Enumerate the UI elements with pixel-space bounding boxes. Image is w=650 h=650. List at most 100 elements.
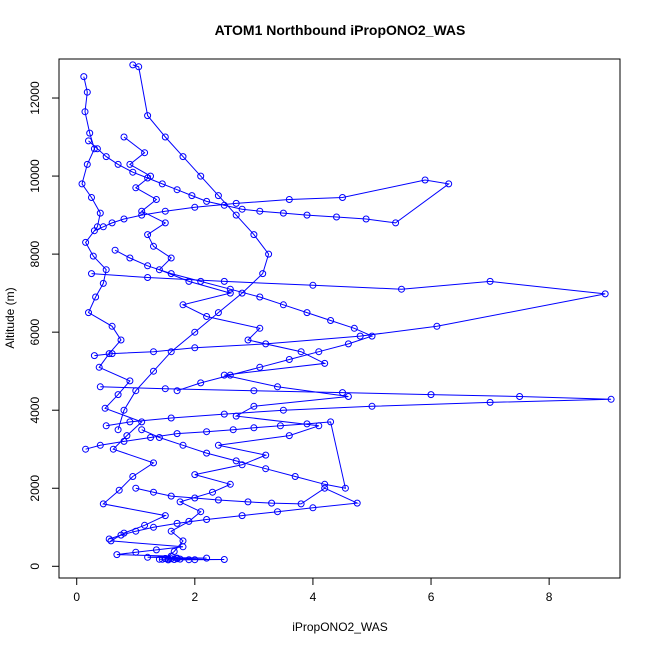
data-point: [109, 445, 117, 453]
data-point: [197, 379, 205, 387]
data-point: [232, 457, 240, 465]
data-point: [83, 160, 91, 168]
data-point: [256, 324, 264, 332]
data-point: [85, 309, 92, 317]
data-point: [170, 548, 178, 555]
plot-frame: [58, 58, 621, 579]
data-point: [220, 556, 228, 563]
data-point: [80, 73, 88, 81]
data-point: [486, 277, 494, 285]
data-point: [102, 153, 110, 161]
data-point: [117, 531, 125, 539]
y-tick-label: 8000: [28, 240, 42, 267]
data-point: [274, 383, 281, 391]
data-point: [167, 254, 175, 262]
data-point: [129, 168, 137, 176]
data-point: [132, 527, 140, 535]
data-point: [132, 484, 140, 492]
x-axis-label: iPropONO2_WAS: [292, 620, 388, 634]
data-point: [279, 209, 287, 217]
data-point: [144, 553, 152, 561]
data-point: [161, 133, 169, 141]
series-line-5: [100, 386, 612, 427]
data-point: [176, 555, 184, 563]
data-point: [167, 527, 175, 535]
data-point: [262, 465, 270, 473]
data-point: [120, 406, 128, 414]
data-point: [161, 207, 169, 215]
data-point: [88, 194, 95, 201]
data-point: [244, 498, 252, 506]
data-point: [274, 508, 281, 516]
y-tick-label: 4000: [28, 397, 42, 424]
data-point: [150, 242, 157, 250]
data-point: [138, 207, 146, 215]
data-point: [101, 404, 109, 412]
data-point: [309, 504, 317, 512]
data-point: [96, 209, 104, 217]
data-point: [601, 290, 609, 298]
data-point: [297, 500, 305, 508]
data-point: [368, 332, 376, 340]
data-point: [173, 554, 181, 562]
x-tick-label: 4: [310, 590, 317, 604]
data-point: [203, 449, 211, 457]
data-point: [256, 207, 264, 215]
data-point: [226, 289, 234, 297]
data-point: [108, 219, 116, 227]
data-point: [167, 348, 175, 356]
data-point: [123, 432, 131, 440]
data-point: [279, 406, 287, 414]
data-point: [197, 508, 205, 516]
data-point: [362, 215, 370, 223]
data-point: [176, 498, 184, 506]
data-point: [226, 371, 234, 379]
data-point: [90, 352, 98, 360]
data-point: [93, 145, 101, 153]
data-point: [191, 471, 199, 479]
data-point: [89, 252, 97, 260]
x-tick-label: 6: [428, 590, 435, 604]
data-point: [321, 359, 329, 367]
y-tick-label: 0: [28, 563, 42, 570]
data-point: [276, 422, 284, 430]
data-point: [152, 196, 160, 203]
data-point: [341, 484, 349, 492]
data-point: [132, 548, 140, 556]
data-point: [353, 499, 361, 507]
y-tick-label: 12000: [28, 81, 42, 115]
data-point: [392, 219, 400, 227]
data-point: [85, 137, 92, 145]
data-point: [179, 153, 187, 161]
data-point: [173, 430, 181, 438]
data-point: [214, 192, 222, 200]
data-point: [244, 336, 252, 344]
data-point: [113, 551, 121, 559]
series-line-2: [123, 136, 349, 559]
data-point: [203, 554, 211, 562]
data-point: [150, 488, 157, 496]
data-point: [102, 422, 110, 430]
data-point: [120, 215, 128, 223]
data-point: [111, 246, 119, 254]
data-point: [232, 211, 240, 219]
data-point: [99, 279, 107, 287]
data-point: [92, 293, 100, 301]
data-point: [285, 356, 293, 363]
data-point: [262, 451, 270, 459]
data-point: [82, 445, 90, 453]
data-point: [150, 367, 157, 375]
data-point: [291, 473, 299, 480]
data-point: [150, 523, 157, 531]
y-axis-label: Altitude (m): [3, 287, 17, 348]
data-point: [96, 441, 104, 449]
data-point: [262, 340, 270, 348]
data-point: [327, 317, 335, 324]
data-point: [102, 266, 110, 274]
data-point: [155, 434, 163, 441]
data-point: [285, 196, 293, 203]
y-tick-label: 10000: [28, 159, 42, 193]
data-point: [315, 348, 323, 356]
data-point: [303, 309, 311, 317]
